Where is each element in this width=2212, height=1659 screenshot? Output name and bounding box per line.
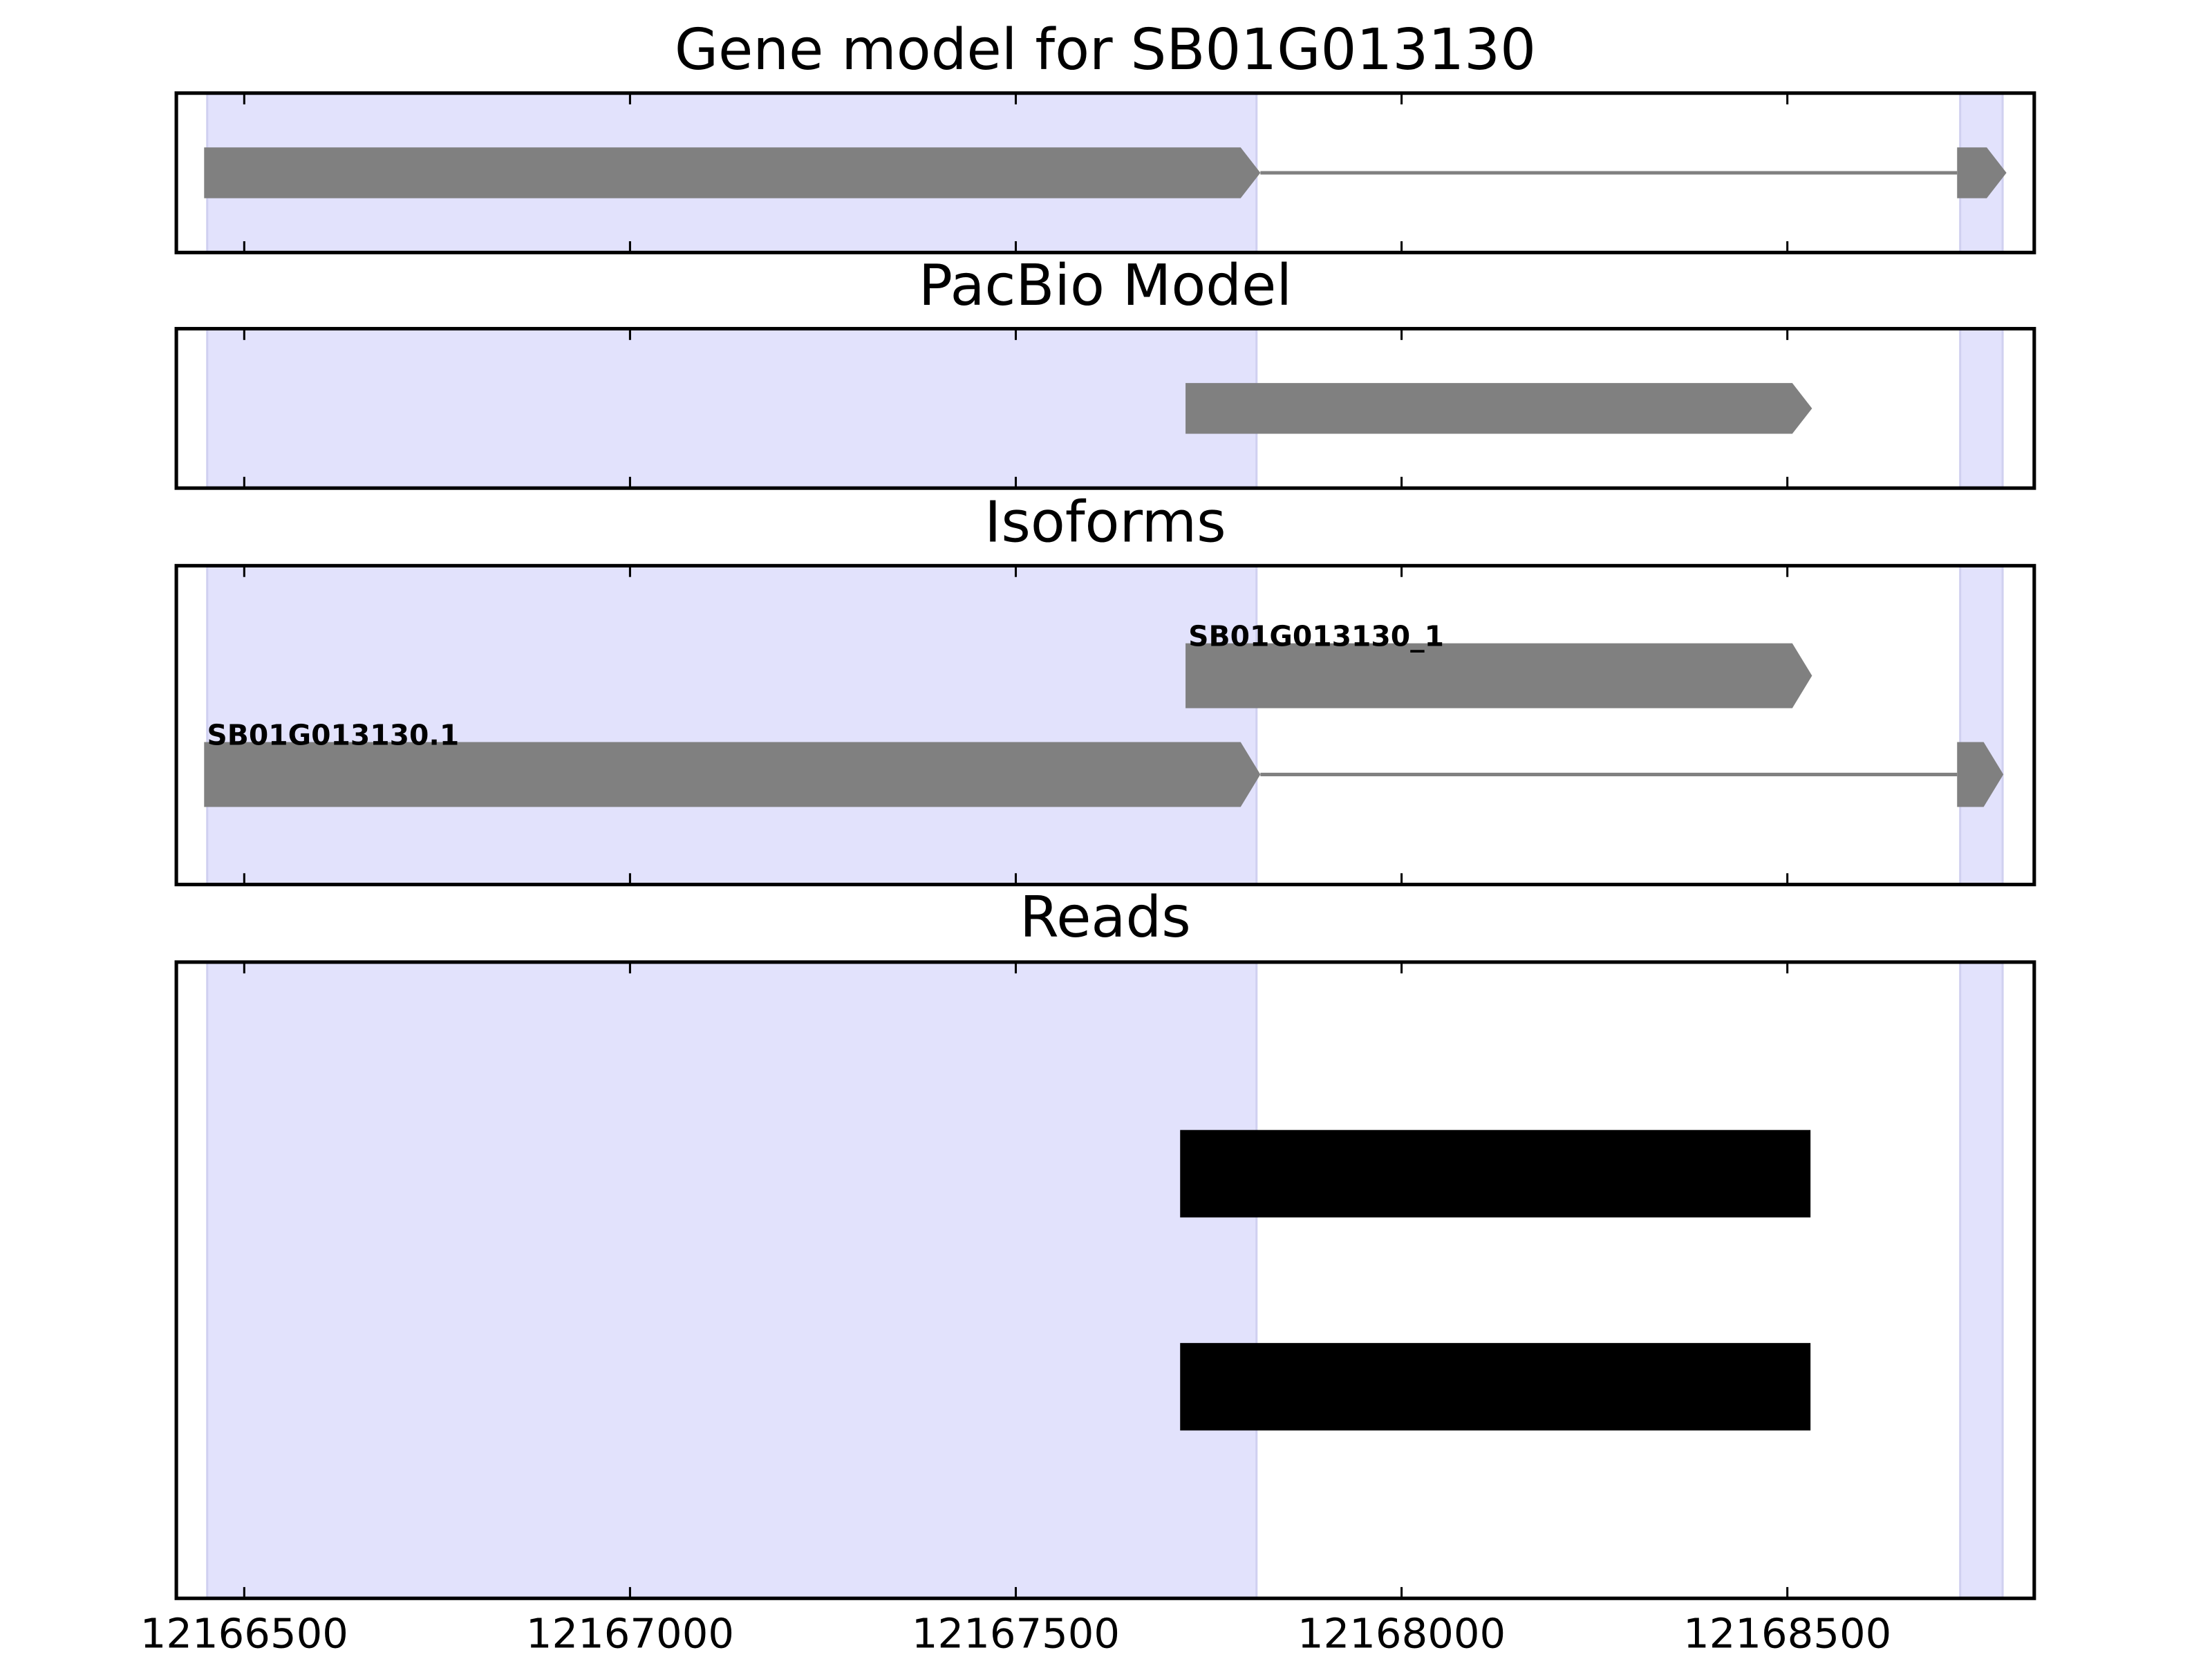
- panel-title: Gene model for SB01G013130: [675, 17, 1536, 83]
- panel-frame: [174, 91, 2036, 254]
- read: [1180, 1342, 1811, 1431]
- exon: [204, 742, 1261, 807]
- x-tick-label: 12167000: [526, 1609, 734, 1657]
- exon: [1957, 742, 2004, 807]
- panel-title: Reads: [1020, 885, 1191, 950]
- feature-label: SB01G013130.1: [207, 719, 459, 752]
- exon-shade: [1959, 327, 2004, 489]
- exon-shade: [206, 327, 1258, 489]
- x-tick-label: 12168500: [1683, 1609, 1891, 1657]
- x-tick-label: 12166500: [140, 1609, 348, 1657]
- panel-title: Isoforms: [984, 490, 1226, 556]
- exon-shade: [206, 961, 1258, 1600]
- feature-label: SB01G013130_1: [1188, 620, 1444, 653]
- exon-shade: [1959, 961, 2004, 1600]
- exon: [204, 147, 1261, 198]
- panel-frame: [174, 563, 2036, 887]
- exon: [1185, 643, 1812, 709]
- exon: [1185, 383, 1812, 434]
- panel-frame: [174, 960, 2036, 1600]
- x-tick-label: 12167500: [912, 1609, 1120, 1657]
- read: [1180, 1130, 1811, 1218]
- panel-frame: [174, 326, 2036, 490]
- x-tick-label: 12168000: [1297, 1609, 1506, 1657]
- exon: [1957, 147, 2007, 198]
- panel-title: PacBio Model: [919, 253, 1292, 319]
- exon-shade: [1959, 564, 2004, 886]
